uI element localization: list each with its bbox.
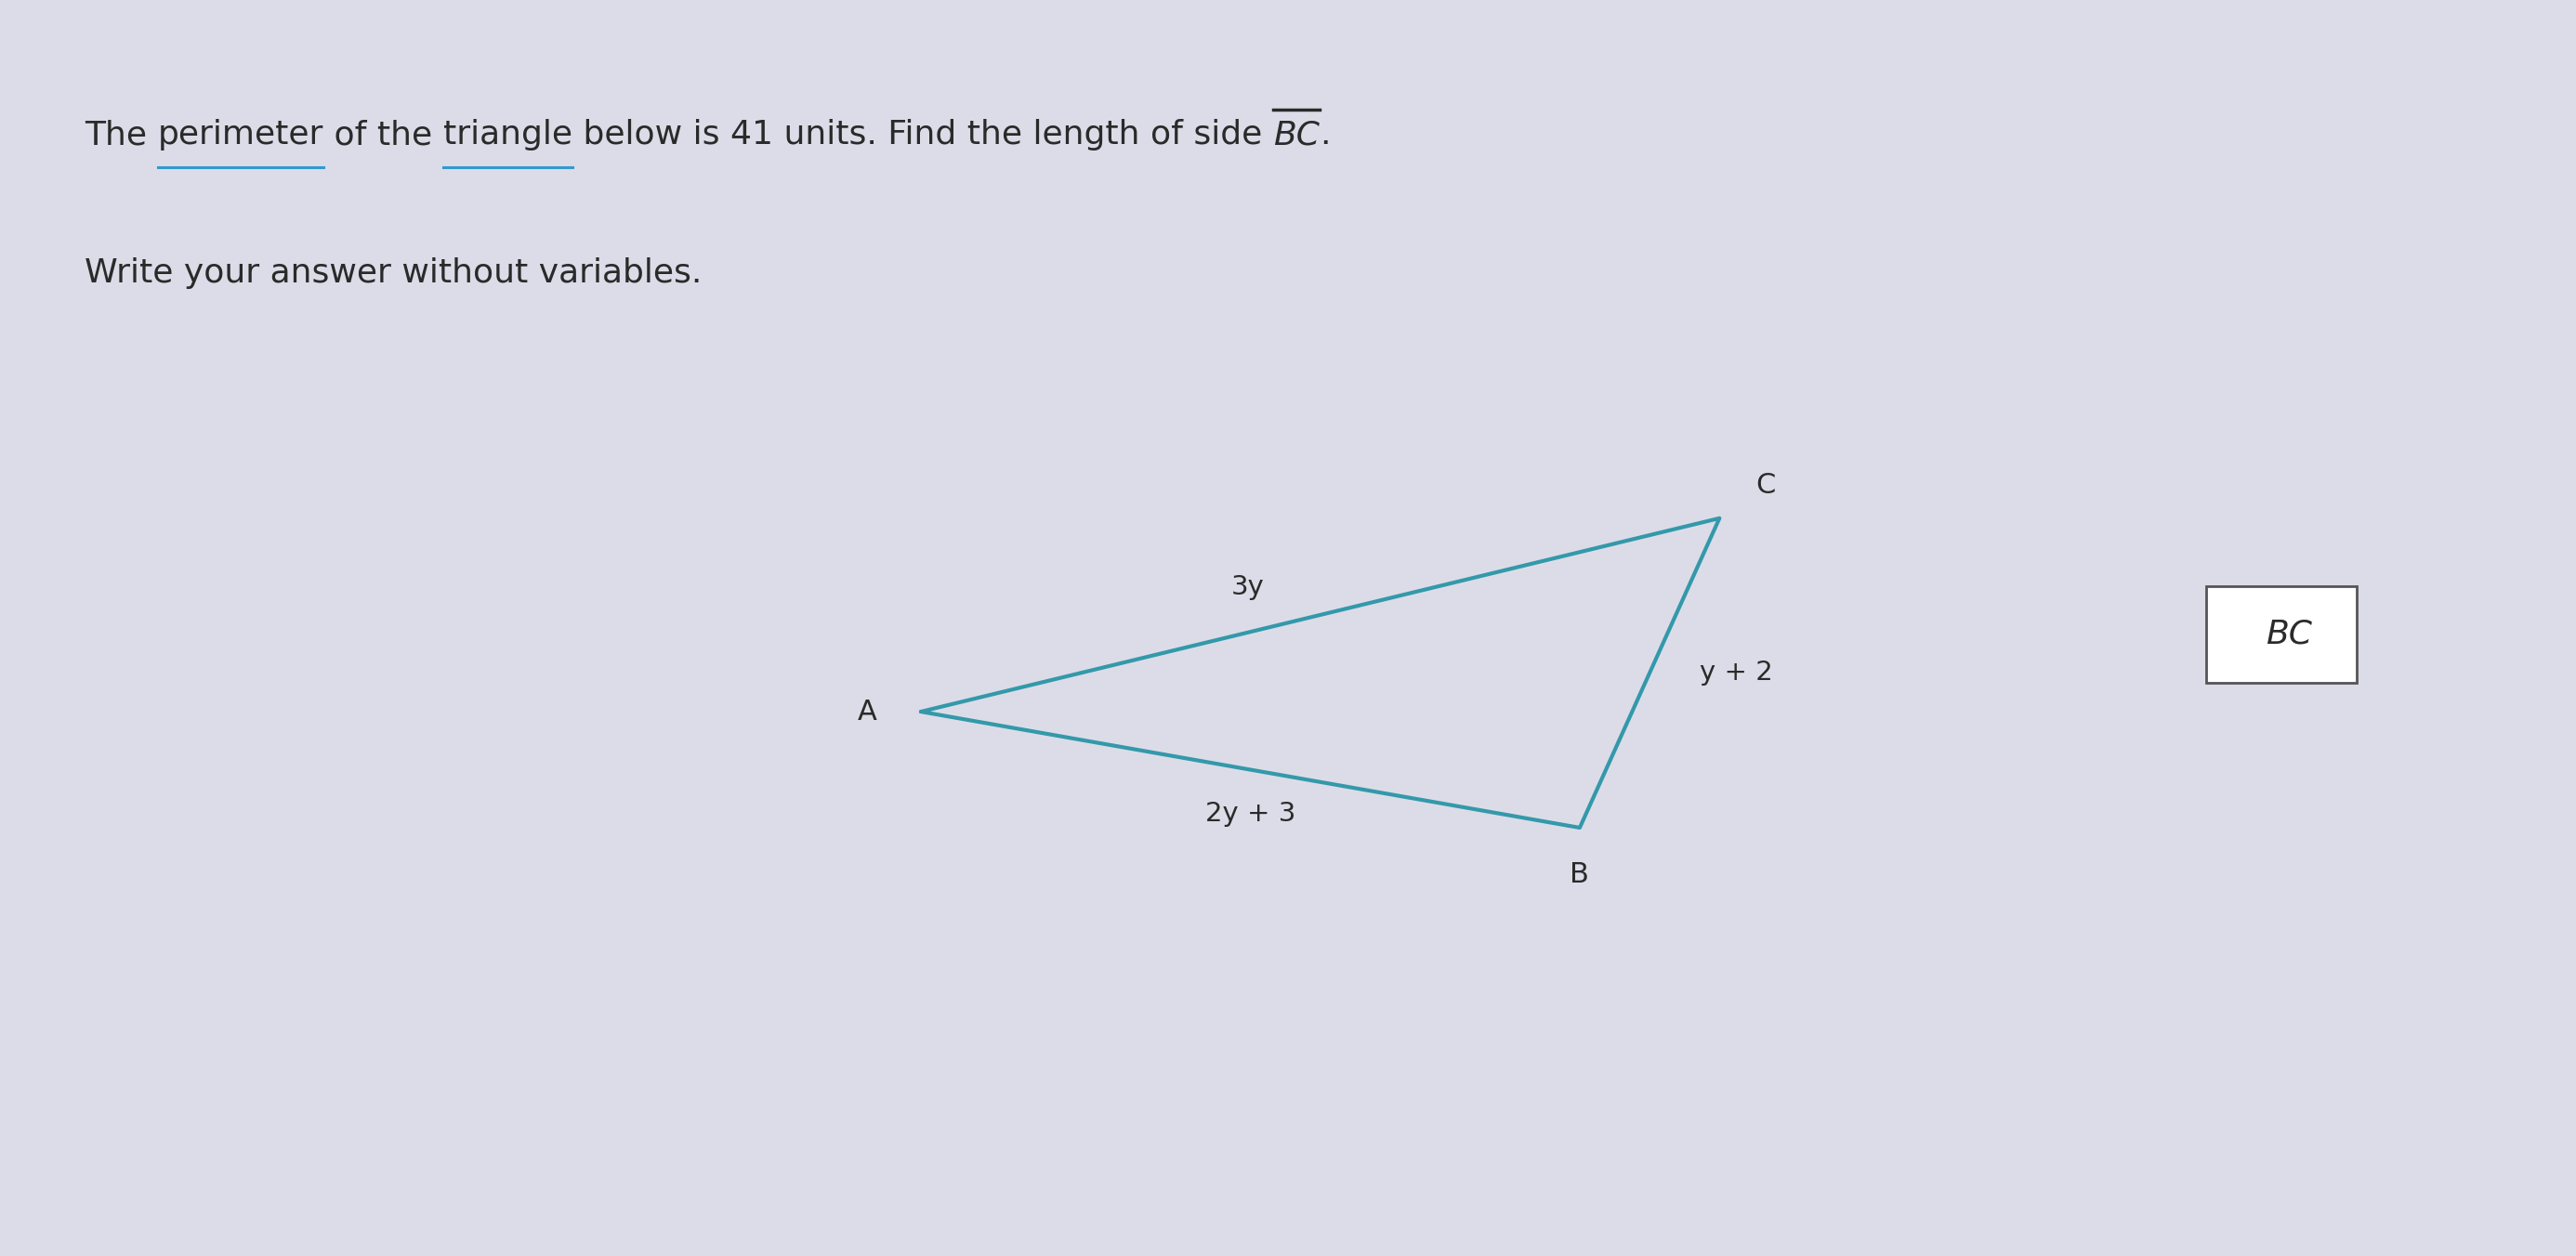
- Text: 2y + 3: 2y + 3: [1206, 800, 1296, 826]
- Text: C: C: [1754, 472, 1775, 499]
- Text: BC: BC: [1273, 119, 1319, 151]
- Text: triangle: triangle: [443, 119, 572, 151]
- FancyBboxPatch shape: [2208, 585, 2357, 683]
- Text: A: A: [858, 698, 876, 725]
- Text: perimeter: perimeter: [157, 119, 325, 151]
- Text: below is 41 units. Find the length of side: below is 41 units. Find the length of si…: [572, 119, 1273, 151]
- Text: B: B: [1569, 862, 1589, 888]
- Text: BC: BC: [2267, 618, 2313, 651]
- Text: The: The: [85, 119, 157, 151]
- Text: y + 2: y + 2: [1700, 659, 1772, 686]
- Text: 3y: 3y: [1231, 574, 1265, 600]
- Text: Write your answer without variables.: Write your answer without variables.: [85, 257, 703, 289]
- Text: .: .: [1319, 119, 1329, 151]
- Text: of the: of the: [325, 119, 443, 151]
